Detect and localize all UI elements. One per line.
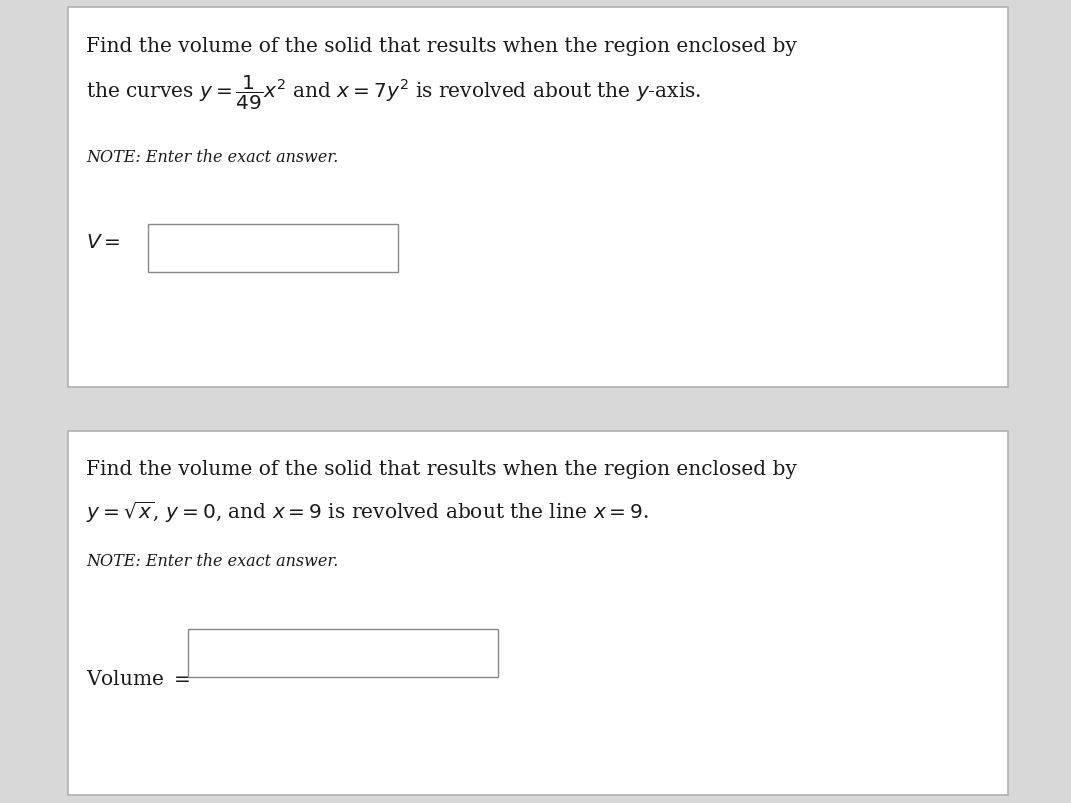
Text: the curves $y = \dfrac{1}{49}x^2$ and $x = 7y^2$ is revolved about the $y$-axis.: the curves $y = \dfrac{1}{49}x^2$ and $x… [86,74,702,112]
Text: $V =$: $V =$ [86,233,120,252]
Bar [148,225,398,273]
Bar [188,630,498,677]
Text: Volume $=$: Volume $=$ [86,670,191,689]
Bar [67,431,1008,795]
Text: $y = \sqrt{x}$, $y = 0$, and $x = 9$ is revolved about the line $x = 9$.: $y = \sqrt{x}$, $y = 0$, and $x = 9$ is … [86,499,649,524]
Text: NOTE: Enter the exact answer.: NOTE: Enter the exact answer. [86,149,338,166]
Text: Find the volume of the solid that results when the region enclosed by: Find the volume of the solid that result… [86,36,797,55]
Bar [67,8,1008,388]
Text: Find the volume of the solid that results when the region enclosed by: Find the volume of the solid that result… [86,460,797,479]
Text: NOTE: Enter the exact answer.: NOTE: Enter the exact answer. [86,552,338,570]
